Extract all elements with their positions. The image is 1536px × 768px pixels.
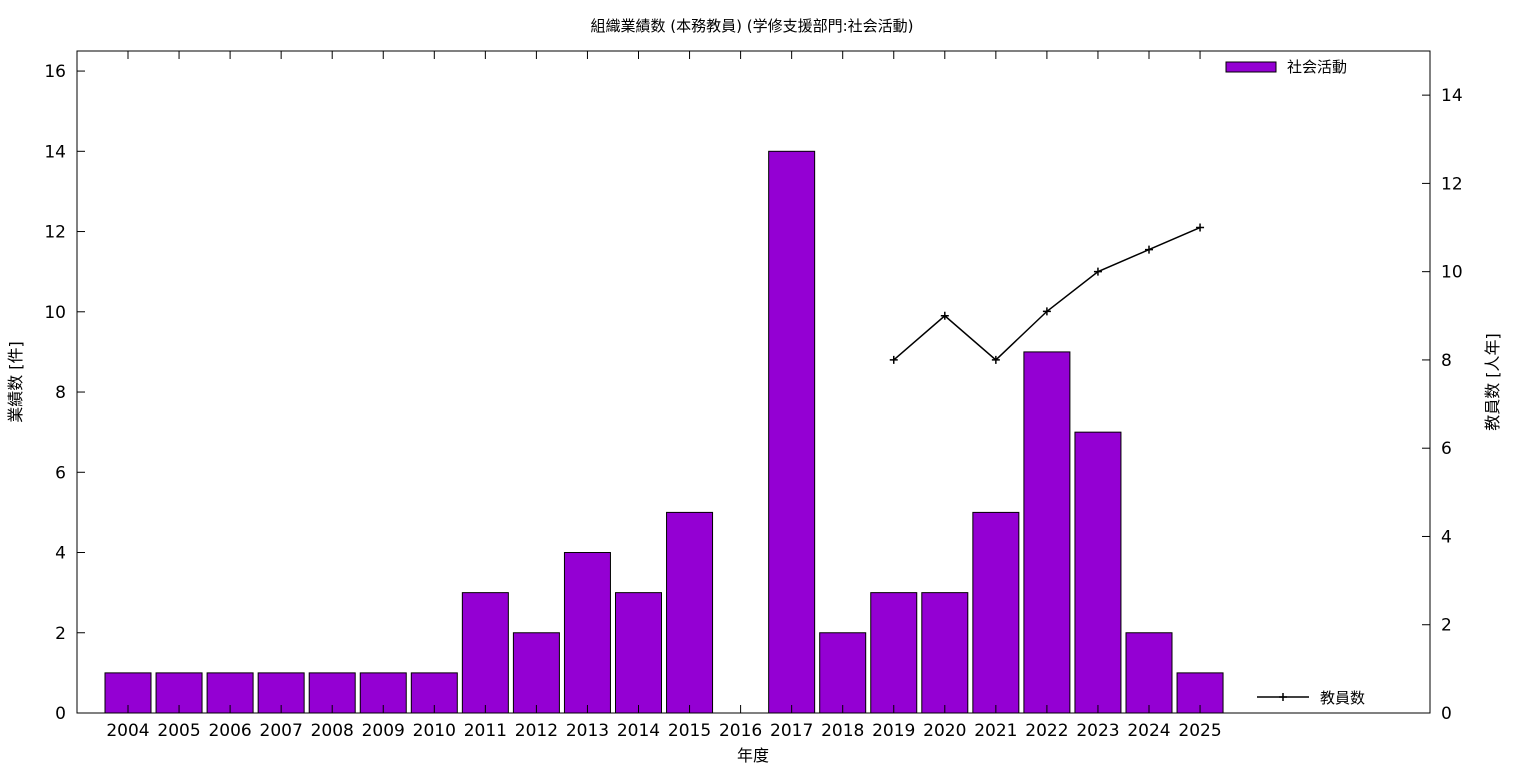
x-tick-label: 2016 bbox=[719, 721, 762, 741]
legend-bar-swatch bbox=[1225, 61, 1277, 73]
line-point-2022 bbox=[1042, 307, 1051, 316]
bar-2013 bbox=[563, 552, 611, 714]
x-tick-label: 2015 bbox=[668, 721, 711, 741]
legend-bar: 社会活動 bbox=[1225, 58, 1347, 76]
bar-2014 bbox=[615, 592, 662, 714]
y-axis-label: 業績数 [件] bbox=[6, 341, 25, 423]
y2-tick-label: 14 bbox=[1441, 86, 1463, 106]
x-tick-label: 2012 bbox=[515, 721, 558, 741]
x-tick-label: 2024 bbox=[1127, 721, 1170, 741]
x-tick-label: 2006 bbox=[208, 721, 251, 741]
x-tick-label: 2004 bbox=[106, 721, 149, 741]
y-tick-label: 12 bbox=[44, 223, 66, 243]
bar-2024 bbox=[1125, 632, 1173, 714]
y2-tick-label: 10 bbox=[1441, 263, 1463, 283]
chart-title: 組織業績数 (本務教員) (学修支援部門:社会活動) bbox=[590, 17, 913, 35]
bar-2012 bbox=[512, 632, 560, 714]
x-tick-label: 2007 bbox=[260, 721, 303, 741]
x-tick-label: 2005 bbox=[157, 721, 200, 741]
x-tick-label: 2018 bbox=[821, 721, 864, 741]
legend-line: 教員数 bbox=[1257, 689, 1365, 707]
line-layer bbox=[889, 223, 1205, 364]
y2-tick-label: 6 bbox=[1441, 439, 1452, 459]
line-point-2019 bbox=[889, 355, 898, 364]
y-tick-label: 14 bbox=[44, 142, 66, 162]
x-tick-label: 2019 bbox=[872, 721, 915, 741]
y2-axis-label: 教員数 [人年] bbox=[1483, 333, 1502, 431]
x-tick-label: 2022 bbox=[1025, 721, 1068, 741]
y2-tick-label: 12 bbox=[1441, 174, 1463, 194]
x-tick-label: 2010 bbox=[413, 721, 456, 741]
bar-2019 bbox=[870, 592, 918, 714]
bar-2011 bbox=[461, 592, 509, 714]
y-tick-label: 4 bbox=[55, 544, 66, 564]
x-tick-label: 2011 bbox=[464, 721, 507, 741]
x-axis-label: 年度 bbox=[737, 746, 769, 765]
bar-2018 bbox=[819, 632, 867, 714]
y-tick-label: 6 bbox=[55, 463, 66, 483]
x-tick-label: 2013 bbox=[566, 721, 609, 741]
line-point-2025 bbox=[1196, 223, 1205, 232]
y-tick-label: 16 bbox=[44, 62, 66, 82]
x-tick-label: 2023 bbox=[1076, 721, 1119, 741]
y-tick-label: 10 bbox=[44, 303, 66, 323]
x-tick-label: 2020 bbox=[923, 721, 966, 741]
legend-bar-label: 社会活動 bbox=[1287, 58, 1347, 76]
line-series bbox=[893, 226, 1201, 361]
y2-tick-label: 4 bbox=[1441, 527, 1452, 547]
y2-tick-label: 8 bbox=[1441, 351, 1452, 371]
line-point-2020 bbox=[940, 311, 949, 320]
y2-tick-label: 0 bbox=[1441, 704, 1452, 724]
bar-2015 bbox=[666, 511, 714, 714]
ticks-layer: 0 2 4 6 8 10 12 14 16 0 2 4 6 8 10 12 14 2004 2005 2006 2007… bbox=[44, 51, 1463, 741]
plot-frame bbox=[76, 50, 1431, 714]
x-tick-label: 2014 bbox=[617, 721, 660, 741]
x-tick-label: 2017 bbox=[770, 721, 813, 741]
bar-2020 bbox=[921, 592, 969, 714]
y2-tick-label: 2 bbox=[1441, 616, 1452, 636]
x-tick-label: 2009 bbox=[362, 721, 405, 741]
y-tick-label: 8 bbox=[55, 383, 66, 403]
line-point-2024 bbox=[1145, 245, 1153, 254]
bar-2021 bbox=[972, 511, 1020, 714]
bar-2023 bbox=[1074, 431, 1122, 714]
line-point-2021 bbox=[991, 355, 1000, 364]
y-tick-label: 0 bbox=[55, 704, 66, 724]
y-tick-label: 2 bbox=[55, 624, 66, 644]
x-tick-label: 2025 bbox=[1178, 721, 1221, 741]
legend-line-marker bbox=[1279, 693, 1287, 701]
legend-line-label: 教員数 bbox=[1320, 689, 1365, 707]
x-tick-label: 2021 bbox=[974, 721, 1017, 741]
bar-2022 bbox=[1023, 351, 1071, 714]
x-tick-label: 2008 bbox=[311, 721, 354, 741]
line-point-2023 bbox=[1093, 267, 1102, 276]
bar-2017 bbox=[768, 150, 816, 714]
bars-layer bbox=[104, 150, 1224, 714]
